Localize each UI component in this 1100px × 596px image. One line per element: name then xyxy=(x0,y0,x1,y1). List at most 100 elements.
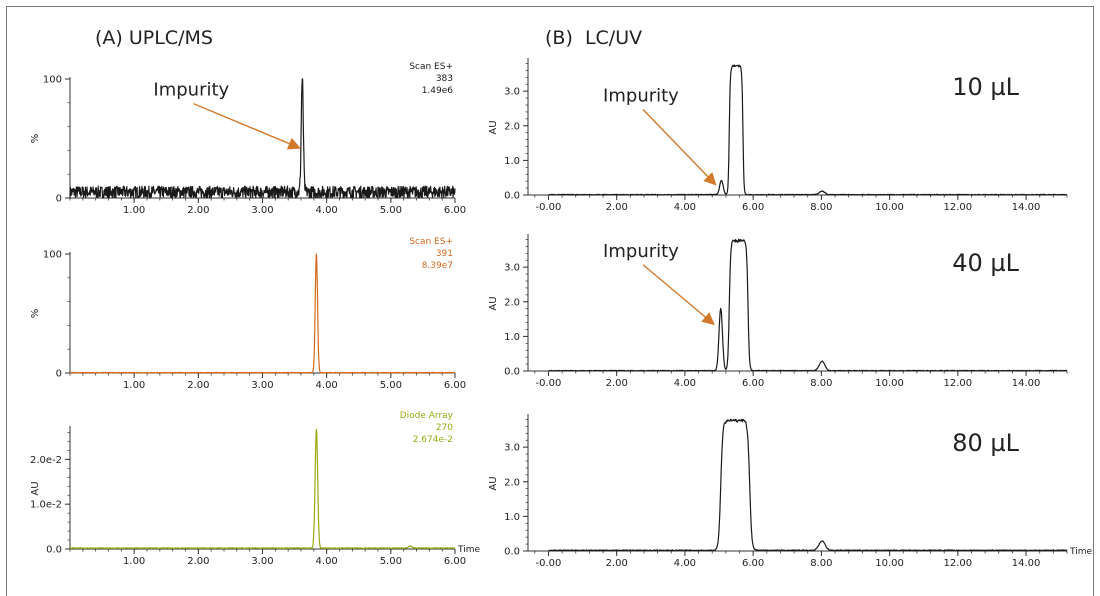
x-tick-label: 1.00 xyxy=(123,205,145,216)
impurity-annotation: Impurity xyxy=(603,86,679,107)
x-tick-label: 8.00 xyxy=(810,202,832,213)
x-tick-label: 2.00 xyxy=(606,202,628,213)
y-tick-label: 2.0 xyxy=(504,121,520,132)
x-tick-label: 10.00 xyxy=(875,202,904,213)
chart-a1: 1.00 2.00 3.00 4.00 5.00 6.00 0 100% Scan ES+ 383… xyxy=(30,62,466,216)
x-tick-label: 6.00 xyxy=(444,380,466,391)
x-tick-label: 1.00 xyxy=(123,380,145,391)
x-tick-label: 12.00 xyxy=(944,202,973,213)
x-tick-label: 4.00 xyxy=(674,378,696,389)
y-tick-label: 100 xyxy=(43,75,62,86)
impurity-annotation: Impurity xyxy=(603,241,679,262)
y-tick-label: 0.0 xyxy=(504,547,520,558)
x-tick-label: 4.00 xyxy=(674,558,696,569)
x-tick-label: 4.00 xyxy=(316,380,338,391)
y-axis-label: AU xyxy=(30,481,41,495)
x-tick-label: 6.00 xyxy=(742,558,764,569)
chromatogram-trace xyxy=(548,238,1068,372)
x-tick-label: 12.00 xyxy=(944,558,973,569)
y-axis-label: % xyxy=(30,134,41,144)
trace-info-line: Scan ES+ xyxy=(409,237,453,247)
y-axis-label: % xyxy=(30,309,41,319)
x-tick-label: 14.00 xyxy=(1012,558,1041,569)
x-tick-label: 2.00 xyxy=(187,556,209,567)
trace-info-line: 2.674e-2 xyxy=(413,435,453,445)
trace-info-line: Scan ES+ xyxy=(409,62,453,72)
x-tick-label: 3.00 xyxy=(251,380,273,391)
y-tick-label: 0.0 xyxy=(46,545,62,556)
x-tick-label: 4.00 xyxy=(674,202,696,213)
injection-volume-label: 80 µL xyxy=(952,429,1019,457)
y-tick-label: 2.0 xyxy=(504,297,520,308)
x-tick-label: 6.00 xyxy=(742,202,764,213)
trace-info-line: 383 xyxy=(436,74,453,84)
x-tick-label: 10.00 xyxy=(875,378,904,389)
y-axis-label: AU xyxy=(488,120,499,134)
panel-a-title: (A) UPLC/MS xyxy=(95,27,213,49)
x-tick-label: 2.00 xyxy=(187,205,209,216)
x-tick-label: 12.00 xyxy=(944,378,973,389)
x-tick-label: 6.00 xyxy=(444,556,466,567)
y-tick-label: 3.0 xyxy=(504,87,520,98)
chart-b3: -0.00 2.00 4.00 6.00 8.00 10.00 12.00 14.00 0.0 1… xyxy=(488,414,1092,569)
y-axis-label: AU xyxy=(488,476,499,490)
trace-info-line: 8.39e7 xyxy=(422,261,453,271)
chromatogram-trace xyxy=(69,428,456,550)
x-axis-label: Time xyxy=(1069,547,1092,557)
chart-a3: 1.00 2.00 3.00 4.00 5.00 6.00 0.0 1.0e-2 2.0e-2 A… xyxy=(30,411,481,567)
y-tick-label: 3.0 xyxy=(504,443,520,454)
impurity-arrow xyxy=(642,264,715,326)
x-tick-label: 14.00 xyxy=(1012,378,1041,389)
injection-volume-label: 10 µL xyxy=(952,73,1019,101)
y-tick-label: 0 xyxy=(56,194,62,205)
y-tick-label: 2.0 xyxy=(504,477,520,488)
x-tick-label: 5.00 xyxy=(380,205,402,216)
y-tick-label: 0.0 xyxy=(504,191,520,202)
y-tick-label: 1.0 xyxy=(504,512,520,523)
x-tick-label: -0.00 xyxy=(536,378,562,389)
impurity-arrow xyxy=(642,109,717,186)
chart-a2: 1.00 2.00 3.00 4.00 5.00 6.00 0 100% Scan ES+ 391… xyxy=(30,237,466,391)
figure-frame xyxy=(6,6,1094,596)
chromatogram-trace xyxy=(548,64,1068,196)
x-tick-label: 2.00 xyxy=(606,558,628,569)
y-tick-label: 1.0e-2 xyxy=(30,500,62,511)
trace-info-line: 391 xyxy=(436,249,453,259)
x-tick-label: 14.00 xyxy=(1012,202,1041,213)
x-tick-label: 4.00 xyxy=(316,556,338,567)
trace-info-line: Diode Array xyxy=(400,411,454,421)
x-tick-label: 3.00 xyxy=(251,205,273,216)
x-tick-label: 5.00 xyxy=(380,380,402,391)
x-tick-label: 10.00 xyxy=(875,558,904,569)
chart-b2: -0.00 2.00 4.00 6.00 8.00 10.00 12.00 14.00 0.0 1… xyxy=(488,234,1068,389)
impurity-arrow xyxy=(193,103,301,150)
x-tick-label: 6.00 xyxy=(444,205,466,216)
chromatogram-trace xyxy=(69,253,456,374)
x-tick-label: 6.00 xyxy=(742,378,764,389)
panel-b-title: (B) LC/UV xyxy=(545,27,643,49)
x-tick-label: 3.00 xyxy=(251,556,273,567)
x-tick-label: -0.00 xyxy=(536,558,562,569)
y-tick-label: 1.0 xyxy=(504,332,520,343)
chart-b1: -0.00 2.00 4.00 6.00 8.00 10.00 12.00 14.00 0.0 1… xyxy=(488,58,1068,213)
chromatogram-trace xyxy=(69,78,456,199)
y-tick-label: 1.0 xyxy=(504,156,520,167)
x-tick-label: -0.00 xyxy=(536,202,562,213)
x-tick-label: 2.00 xyxy=(187,380,209,391)
chromatogram-trace xyxy=(548,418,1068,552)
y-tick-label: 0 xyxy=(56,369,62,380)
trace-info-line: 270 xyxy=(436,423,453,433)
x-tick-label: 1.00 xyxy=(123,556,145,567)
x-tick-label: 4.00 xyxy=(316,205,338,216)
x-tick-label: 8.00 xyxy=(810,378,832,389)
impurity-annotation: Impurity xyxy=(153,80,229,101)
x-tick-label: 2.00 xyxy=(606,378,628,389)
x-axis-label: Time xyxy=(457,545,480,555)
x-tick-label: 5.00 xyxy=(380,556,402,567)
trace-info-line: 1.49e6 xyxy=(422,86,454,96)
y-tick-label: 2.0e-2 xyxy=(30,455,62,466)
y-tick-label: 0.0 xyxy=(504,367,520,378)
y-axis-label: AU xyxy=(488,296,499,310)
injection-volume-label: 40 µL xyxy=(952,249,1019,277)
